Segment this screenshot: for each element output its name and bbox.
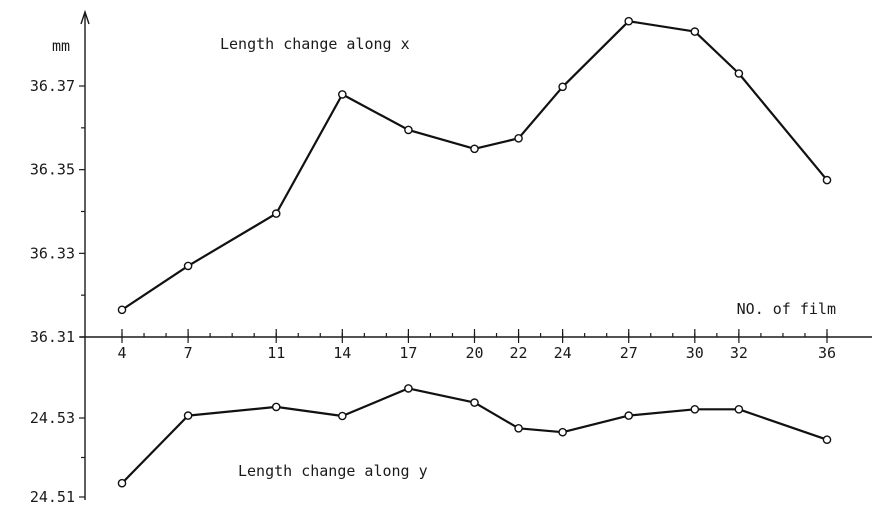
y-unit-label: mm: [52, 37, 70, 55]
length-x-point: [117, 305, 127, 315]
length-x-point: [404, 125, 413, 135]
length-y-point: [822, 435, 832, 445]
x-tick-label: 30: [686, 344, 704, 362]
x-tick-label: 14: [333, 344, 351, 362]
length-x-point: [470, 144, 479, 154]
upper-y-ticks: 36.31 36.33 36.35 36.37: [30, 77, 85, 346]
x-ticks: 4 7 11 14 17 20 22 24 27 30 32 36: [117, 329, 836, 362]
x-tick-label: 17: [399, 344, 417, 362]
length-y-point: [183, 411, 193, 420]
length-y-point: [404, 384, 413, 393]
length-y-point: [624, 411, 634, 420]
length-y-line: [121, 387, 828, 484]
y-series-annotation: Length change along y: [238, 462, 428, 480]
lower-y-tick-label: 24.53: [30, 409, 75, 427]
length-y-point: [514, 423, 523, 433]
upper-y-tick-label: 36.37: [30, 77, 75, 95]
x-tick-label: 4: [117, 344, 126, 362]
length-x-point: [734, 69, 744, 78]
x-tick-label: 22: [510, 344, 528, 362]
lower-y-tick-label: 24.51: [30, 488, 75, 505]
x-series-annotation: Length change along x: [220, 35, 410, 53]
x-tick-label: 20: [465, 344, 483, 362]
length-y-point: [338, 411, 347, 421]
length-y-point: [690, 404, 700, 414]
x-tick-label: 24: [554, 344, 572, 362]
length-x-point: [822, 175, 832, 185]
upper-y-tick-label: 36.35: [30, 161, 75, 179]
length-y-point: [470, 398, 479, 407]
length-y-point: [558, 427, 567, 437]
x-tick-label: 27: [620, 344, 638, 362]
length-y-point: [734, 404, 744, 414]
length-x-point: [558, 82, 567, 92]
x-axis-title: NO. of film: [737, 300, 836, 318]
length-x-point: [338, 90, 347, 99]
length-x-point: [514, 133, 523, 143]
x-tick-label: 32: [730, 344, 748, 362]
length-y-point: [271, 402, 281, 412]
upper-y-tick-label: 36.33: [30, 244, 75, 262]
x-tick-label: 36: [818, 344, 836, 362]
length-x-point: [183, 261, 193, 271]
length-x-point: [271, 209, 281, 218]
upper-y-tick-label: 36.31: [30, 328, 75, 346]
y-axis-arrow: [80, 9, 90, 25]
x-tick-label: 11: [267, 344, 285, 362]
length-x-line: [121, 20, 828, 311]
length-y-point: [117, 478, 127, 488]
series-length-y: [117, 384, 832, 488]
series-length-x: [117, 16, 832, 315]
x-tick-label: 7: [184, 344, 193, 362]
length-x-point: [624, 16, 634, 26]
length-x-point: [690, 27, 700, 36]
lower-y-ticks: 24.51 24.53: [30, 409, 85, 505]
